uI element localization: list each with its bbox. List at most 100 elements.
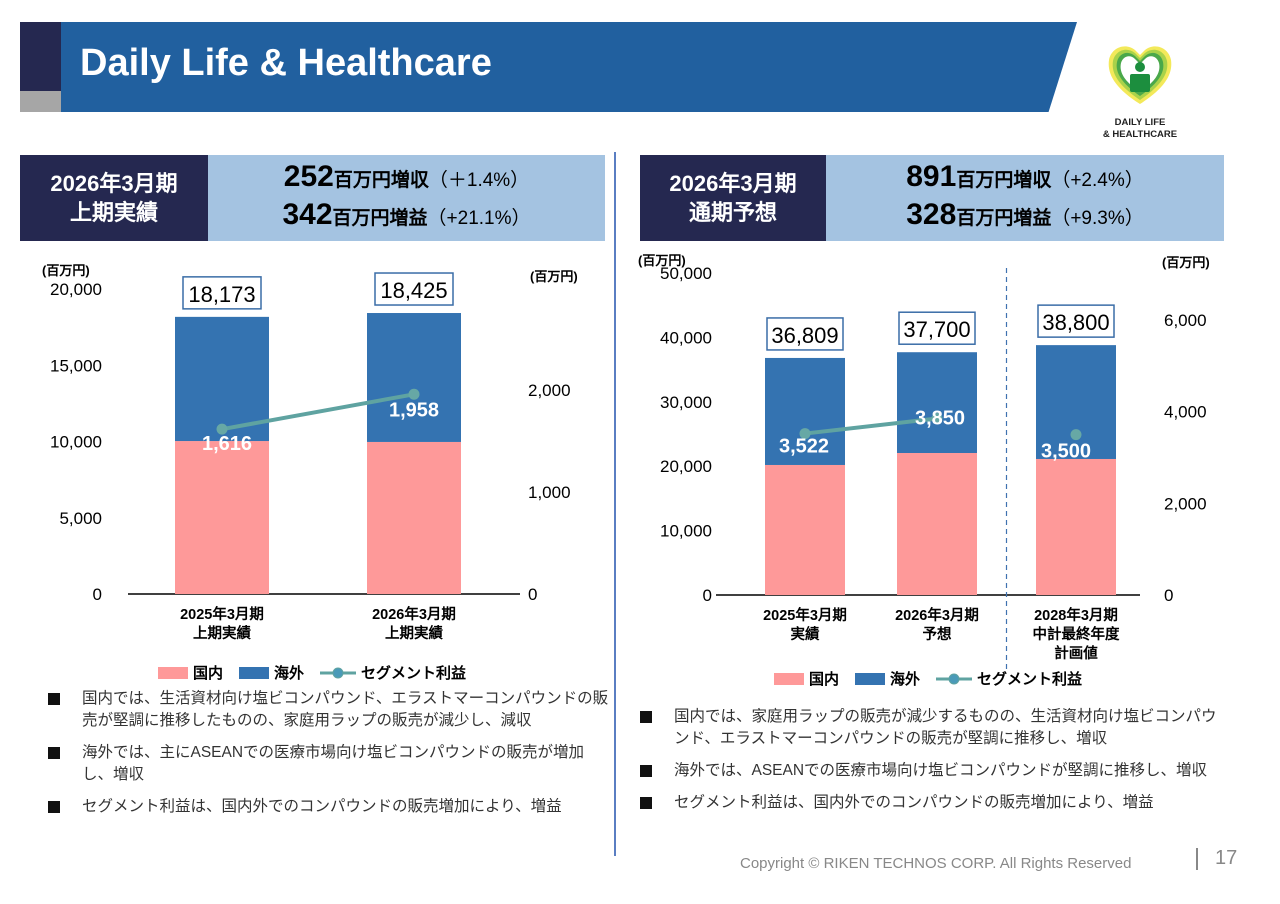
legend-domestic: 国内 [774,668,839,689]
summary-left-label: 2026年3月期 上期実績 [20,155,208,241]
legend-label-overseas: 海外 [890,671,921,688]
legend-label-domestic: 国内 [193,665,224,682]
y-tick-label: 20,000 [50,280,102,299]
x-tick-label: 実績 [791,625,820,643]
segment-profit-point [216,423,228,435]
y-tick-label: 0 [93,585,102,604]
bullet-square-icon [640,711,652,723]
segment-profit-line [804,416,938,436]
header-accent-gray [20,91,61,112]
x-tick-label: 中計最終年度 [1033,625,1120,643]
segment-profit-label: 3,850 [915,408,965,430]
y-tick-label: 40,000 [660,328,712,347]
y2-axis-unit-label: (百万円) [1162,255,1210,270]
y2-tick-label: 1,000 [528,483,571,502]
y-tick-label: 30,000 [660,393,712,412]
segment-profit-label: 3,500 [1041,441,1091,463]
bullet-text: セグメント利益は、国内外でのコンパウンドの販売増加により、増益 [82,798,562,815]
bullet-square-icon [48,747,60,759]
x-tick-label: 2025年3月期 [180,605,264,623]
bullet-text: セグメント利益は、国内外でのコンパウンドの販売増加により、増益 [674,794,1154,811]
summary-right-revenue: 891百万円増収（+2.4%） [906,160,1143,198]
daily-life-healthcare-logo: DAILY LIFE & HEALTHCARE [1095,40,1185,145]
bullet-square-icon [640,797,652,809]
legend-segment-profit: セグメント利益 [320,662,466,683]
y-tick-label: 5,000 [59,509,102,528]
x-tick-label: 2026年3月期 [372,605,456,623]
x-tick-label: 予想 [923,625,952,643]
x-tick-label: 2026年3月期 [895,606,979,624]
y-tick-label: 10,000 [660,522,712,541]
x-tick-label: 上期実績 [385,624,443,642]
bar-overseas [897,352,977,453]
y-tick-label: 0 [703,586,712,605]
summary-left-revenue: 252百万円増収（＋1.4%） [284,160,529,198]
total-label: 18,173 [188,282,255,307]
bar-overseas [367,313,461,442]
chart-full-year-forecast: (百万円) (百万円) 0 10,000 20,000 30,000 40,000 50,00… [638,253,1210,670]
y-tick-label: 15,000 [50,356,102,375]
summary-right-body: 891百万円増収（+2.4%） 328百万円増益（+9.3%） [826,155,1224,241]
bar-domestic [1036,458,1116,595]
y2-tick-label: 4,000 [1164,403,1207,422]
summary-right-period: 2026年3月期 [669,171,797,196]
legend-label-domestic: 国内 [809,671,840,688]
bullet-text: 国内では、生活資材向け塩ビコンパウンド、エラストマーコンパウンドの販売が堅調に推… [82,690,609,729]
segment-profit-line [221,392,415,432]
bullet-item: 国内では、家庭用ラップの販売が減少するものの、生活資材向け塩ビコンパウンド、エラ… [640,706,1230,750]
page-title: Daily Life & Healthcare [80,42,492,84]
bar-domestic [175,441,269,594]
segment-profit-point [1070,429,1082,441]
segment-profit-label: 1,958 [389,399,439,421]
total-label: 38,800 [1042,310,1109,335]
revenue-change-pct: （+2.4%） [1051,170,1144,191]
summary-right-type: 通期予想 [688,200,777,225]
y-tick-label: 20,000 [660,457,712,476]
y-tick-label: 50,000 [660,264,712,283]
bullet-item: セグメント利益は、国内外でのコンパウンドの販売増加により、増益 [48,796,614,818]
bullet-item: 国内では、生活資材向け塩ビコンパウンド、エラストマーコンパウンドの販売が堅調に推… [48,688,614,732]
bullet-text: 海外では、ASEANでの医療市場向け塩ビコンパウンドが堅調に推移し、増収 [674,762,1208,779]
legend-line-marker-icon [320,667,357,678]
y-tick-label: 10,000 [50,433,102,452]
footer-copyright: Copyright © RIKEN TECHNOS CORP. All Righ… [740,855,1132,872]
chart-left-legend: 国内 海外 セグメント利益 [158,662,476,683]
revenue-change-unit: 百万円増収 [956,170,1052,191]
legend-swatch-domestic [158,666,188,679]
summary-right-profit: 328百万円増益（+9.3%） [906,198,1143,236]
total-label-box [898,311,976,345]
column-divider [614,152,616,856]
total-label-box [182,276,262,310]
x-tick-label: 上期実績 [193,624,251,642]
y-axis-unit-label: (百万円) [638,253,686,268]
bullets-left: 国内では、生活資材向け塩ビコンパウンド、エラストマーコンパウンドの販売が堅調に推… [48,688,614,828]
chart-right-legend: 国内 海外 セグメント利益 [774,668,1092,689]
bullets-right: 国内では、家庭用ラップの販売が減少するものの、生活資材向け塩ビコンパウンド、エラ… [640,706,1230,824]
summary-left-period: 2026年3月期 [50,171,178,196]
legend-overseas: 海外 [239,662,304,683]
segment-profit-point [931,413,943,425]
segment-profit-label: 1,616 [202,433,252,455]
x-tick-label: 2025年3月期 [763,606,847,624]
legend-swatch-overseas [855,672,886,685]
summary-right-label: 2026年3月期 通期予想 [640,155,826,241]
total-label-box [766,317,844,351]
page-number: 17 [1215,847,1238,869]
x-tick-label: 計画値 [1054,644,1098,662]
bullet-item: 海外では、主にASEANでの医療市場向け塩ビコンパウンドの販売が増加し、増収 [48,742,614,786]
bullet-item: セグメント利益は、国内外でのコンパウンドの販売増加により、増益 [640,792,1230,814]
header-bar [61,22,1077,112]
segment-profit-label: 3,522 [779,436,829,458]
revenue-change-unit: 百万円増収 [333,170,429,191]
legend-domestic: 国内 [158,662,223,683]
bar-overseas [175,316,269,442]
logo-text-line1: DAILY LIFE [1114,117,1166,128]
profit-change-pct: （+21.1%） [427,208,531,229]
revenue-change-pct: （＋1.4%） [428,170,530,191]
x-tick-label: 2028年3月期 [1034,606,1118,624]
summary-left-profit: 342百万円増益（+21.1%） [282,198,530,236]
bullet-square-icon [640,765,652,777]
profit-change-unit: 百万円増益 [956,208,1052,229]
total-label: 37,700 [903,317,970,342]
bar-domestic [897,452,977,595]
